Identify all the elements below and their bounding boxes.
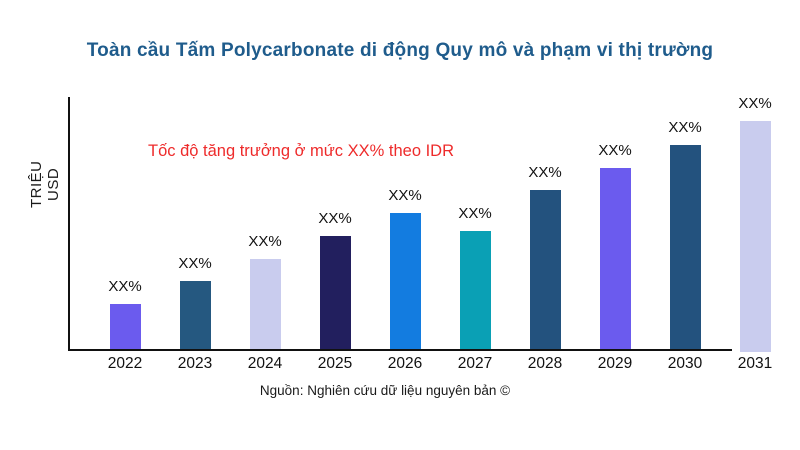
bar-value-label-2030: XX% [668,119,702,136]
x-tick-2029: 2029 [597,355,633,372]
x-tick-2023: 2023 [177,355,213,372]
x-tick-2022: 2022 [107,355,143,372]
x-tick-2030: 2030 [667,355,703,372]
x-tick-2028: 2028 [527,355,563,372]
bar-value-label-2027: XX% [458,205,492,222]
bar-2027 [459,231,491,349]
x-tick-2027: 2027 [457,355,493,372]
x-tick-2026: 2026 [387,355,423,372]
y-axis-line [68,97,70,351]
bar-value-label-2024: XX% [248,233,282,250]
bar-value-label-2026: XX% [388,187,422,204]
bar-2029 [599,168,631,349]
bar-value-label-2029: XX% [598,142,632,159]
bar-2023 [179,281,211,349]
bar-2031 [739,121,771,352]
bar-2028 [529,190,561,349]
bar-value-label-2025: XX% [318,210,352,227]
bar-2022 [109,304,141,349]
bar-value-label-2031: XX% [738,95,772,112]
bar-2030 [669,145,701,349]
x-tick-2031: 2031 [737,355,773,372]
plot-area: XX% 2022 XX% 2023 XX% 2024 XX% 2025 XX% 2026 XX% 20… [68,95,790,372]
bar-value-label-2023: XX% [178,255,212,272]
x-tick-2024: 2024 [247,355,283,372]
chart-title: Toàn cầu Tấm Polycarbonate di động Quy m… [86,40,714,61]
y-axis-label: TRIỆU USD [28,160,62,208]
bar-value-label-2028: XX% [528,164,562,181]
bar-2025 [319,236,351,349]
x-tick-2025: 2025 [317,355,353,372]
source-note: Nguồn: Nghiên cứu dữ liệu nguyên bản © [259,383,511,398]
bar-value-label-2022: XX% [108,278,142,295]
bar-2024 [249,259,281,349]
x-axis-line [68,349,732,351]
bar-2026 [389,213,421,349]
growth-rate-annotation: Tốc độ tăng trưởng ở mức XX% theo IDR [148,142,455,160]
